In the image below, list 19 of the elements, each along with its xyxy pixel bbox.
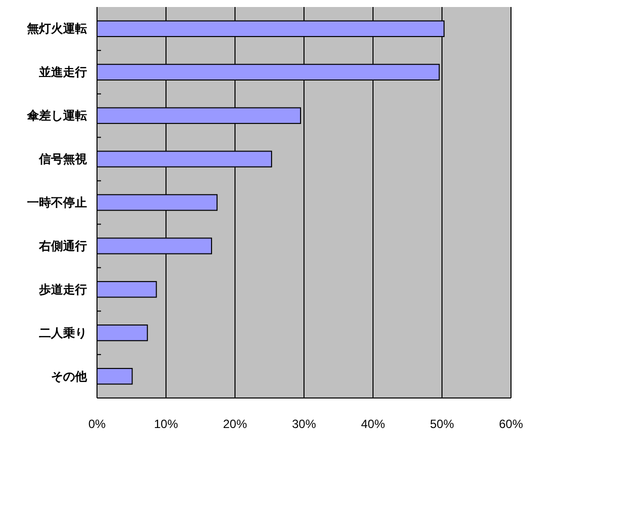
y-tick-label: 右側通行: [38, 238, 87, 253]
x-tick-label: 10%: [154, 417, 178, 431]
x-tick-label: 0%: [88, 417, 106, 431]
bar: [96, 368, 133, 385]
y-tick-label: 並進走行: [38, 65, 87, 80]
y-tick-label: 一時不停止: [27, 196, 87, 210]
y-tick-label: 信号無視: [38, 152, 88, 166]
x-tick-label: 40%: [360, 417, 386, 431]
y-tick-label: 無灯火運転: [26, 22, 87, 36]
y-tick-label: 歩道走行: [38, 282, 87, 296]
y-tick-label: 二人乗り: [39, 326, 87, 340]
bar: [96, 281, 157, 298]
y-tick-label: 傘差し運転: [26, 108, 87, 123]
y-tick-label: その他: [51, 369, 88, 384]
x-tick-label: 60%: [498, 417, 524, 431]
x-tick-label: 20%: [222, 417, 248, 431]
x-tick-label: 50%: [430, 417, 454, 431]
bar: [96, 324, 148, 342]
x-tick-label: 30%: [292, 417, 316, 431]
